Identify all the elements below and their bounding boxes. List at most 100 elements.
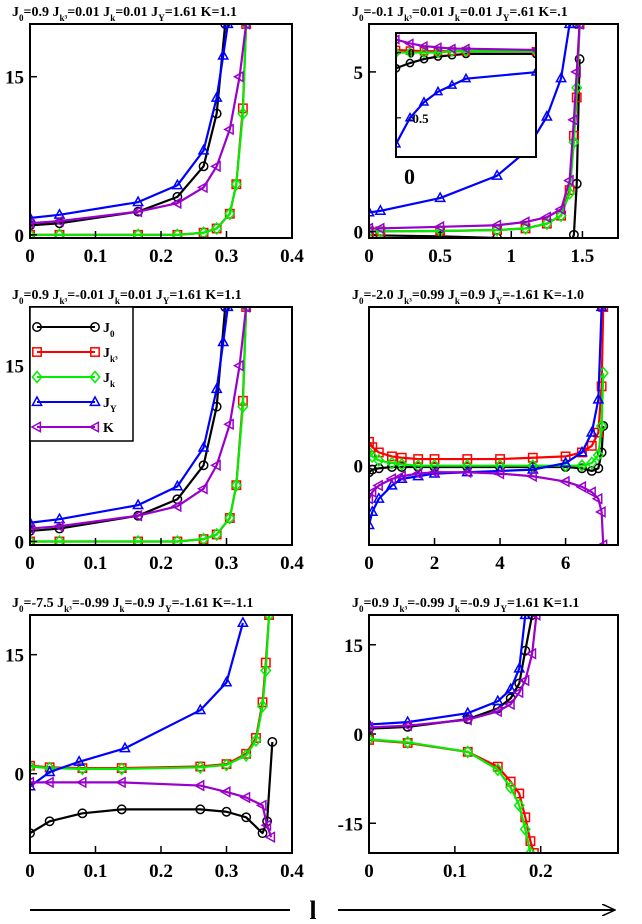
panel-6-series-J0-point-7 [527,615,538,620]
panel-5-series-J0-line [30,741,274,835]
panel-6-series-Jk-point-2 [462,745,474,759]
panel-4-series-Jk3-point-2 [373,447,384,458]
panel-1-series-JY-point-5 [210,91,223,102]
panel-5-ytick-label-1: 15 [5,646,24,667]
panel-4-plot-area [369,307,609,545]
panel-6-series-K-point-6 [518,674,530,687]
panel-4-xtick-label-0: 0 [364,553,374,574]
panel-2-series-K-point-3 [490,219,502,232]
panel-3-ytick-label-1: 15 [5,357,24,378]
panel-3-series-J0-point-0 [30,525,35,536]
panel-4-series-K-point-3 [385,473,397,485]
panel-3-series-K-point-7 [233,359,244,372]
panel-5-xtick-label-4: 0.4 [280,861,304,882]
panel-5-xtick-label-0: 0 [25,861,35,882]
panel-1-series-K-point-5 [210,160,221,173]
panel-1-series-K-point-7 [233,70,244,83]
legend-marker-left-Jk [31,370,43,384]
panel-2-inset-series-Jk3-point-0 [396,45,401,55]
panel-4-series-J0-point-4 [396,462,407,472]
panel-6-series-Jk-point-3 [492,763,504,777]
panel-2-series-K-point-4 [518,216,530,228]
panel-3-series-Jk-line [30,307,248,543]
panel-6-series-K-point-1 [401,719,412,732]
panel-3-xtick-label-1: 0.1 [84,553,108,574]
legend-marker-right-Jk3 [90,347,100,357]
panel-2-xtick-label-1: 0.5 [428,246,452,267]
panel-3-series-Jk-point-1 [53,534,66,545]
panel-4-series-J0-point-12 [586,466,597,476]
panel-4-series-Jk3-point-4 [396,452,407,463]
panel-6-series-K-point-7 [525,647,537,660]
panel-4-series-JY-point-2 [372,492,385,503]
panel-2-series-K-point-5 [540,211,551,224]
panel-1-series-JY-point-3 [171,178,184,190]
panel-2-series-K-point-2 [433,220,445,233]
panel-6-series-K-point-4 [504,698,515,711]
panel-5-series-Jk-point-8 [256,699,269,713]
panel-4-series-K-point-11 [575,480,587,493]
panel-5-series-K-point-0 [30,776,35,789]
panel-2-inset-series-JY-line [396,71,536,145]
panel-2-series-Jk-line [369,24,581,233]
panel-4-xtick-label-2: 4 [495,553,505,574]
panel-4-series-Jk-point-2 [373,453,385,467]
panel-1-series-K-point-6 [223,123,234,136]
panel-5-series-JY-point-2 [73,755,86,766]
panel-1-series-Jk-point-4 [197,226,210,238]
panel-2-inset-series-JY-point-1 [404,111,416,122]
panel-3-series-JY-point-4 [197,441,210,452]
panel-2-series-K-point-6 [554,203,566,216]
panel-2-inset-plot-area [396,34,536,148]
panel-3-series-Jk-point-7 [230,478,242,492]
panel-2-inset-series-J0-point-0 [396,63,401,73]
panel-1-ytick-label-0: 0 [15,226,25,247]
panel-4-series-K-point-10 [558,475,570,488]
legend-marker-left-JY [31,395,43,407]
panel-2-series-K-point-7 [563,174,574,187]
panel-4-series-Jk-point-6 [428,459,441,473]
panel-2: J0=-0.1 Jk³=0.01 Jk=0.01 JY=.61 K=.1 0 0.5… [352,5,619,267]
panel-4-series-K-point-0 [369,492,374,505]
panel-3-series-JY-point-5 [210,382,223,394]
panel-1-series-K-point-4 [196,181,208,194]
panel-3-series-K-point-5 [210,459,221,472]
panel-6-series-Jk3-line [369,738,535,853]
x-axis-label-group: l [30,896,614,924]
panel-2-series-Jk-point-9 [571,81,583,95]
panel-4-series-JY-point-0 [369,518,375,530]
panel-5-series-K-point-8 [260,819,272,832]
panel-4-series-Jk3-point-3 [386,451,397,462]
panel-2-inset-label: 0 [404,164,415,189]
panel-1-series-K-point-0 [30,217,35,230]
panel-2-inset-ytick-label-0: 0 [408,46,415,61]
panel-1-series-Jk-line [30,24,248,236]
legend-marker-right-K [88,421,100,433]
panel-3-series-K-line [30,307,248,530]
panel-4-series-Jk3-point-12 [586,440,597,451]
panel-4-series-K-point-6 [427,466,439,479]
panel-3-series-J0-point-6 [220,307,231,312]
panel-1-series-J0-line [30,24,227,227]
panel-6-series-JY-point-6 [519,615,532,620]
panel-5-xtick-label-3: 0.3 [215,861,239,882]
panel-5-series-K-point-9 [264,831,276,844]
panel-4-series-Jk3-point-5 [413,454,424,465]
panel-2-ytick-label-0: 0 [354,223,364,244]
panel-1-series-JY-point-7 [221,24,234,29]
panel-6-ytick-label-0: -15 [338,814,363,835]
panel-1-xtick-label-3: 0.3 [215,246,239,267]
panel-5-series-Jk-point-7 [250,733,262,747]
legend-marker-left-K [30,421,42,433]
panel-4-frame [368,306,619,546]
panel-1-series-JY-point-0 [30,211,36,223]
panel-6-series-K-point-3 [491,705,502,718]
panel-4-series-Jk-point-14 [596,419,608,433]
panel-3-xtick-label-2: 0.2 [149,553,173,574]
panel-1-xtick-label-1: 0.1 [84,246,108,267]
panel-5-series-J0-point-4 [195,804,206,815]
panel-6-plot-area [369,615,541,853]
panel-5-series-JY-point-5 [220,675,233,687]
legend-marker-left-Jk3 [32,347,42,357]
panels-layer: J0=0.9 Jk³=0.01 Jk=0.01 JY=1.61 K=1.1 0 0.… [5,5,619,882]
